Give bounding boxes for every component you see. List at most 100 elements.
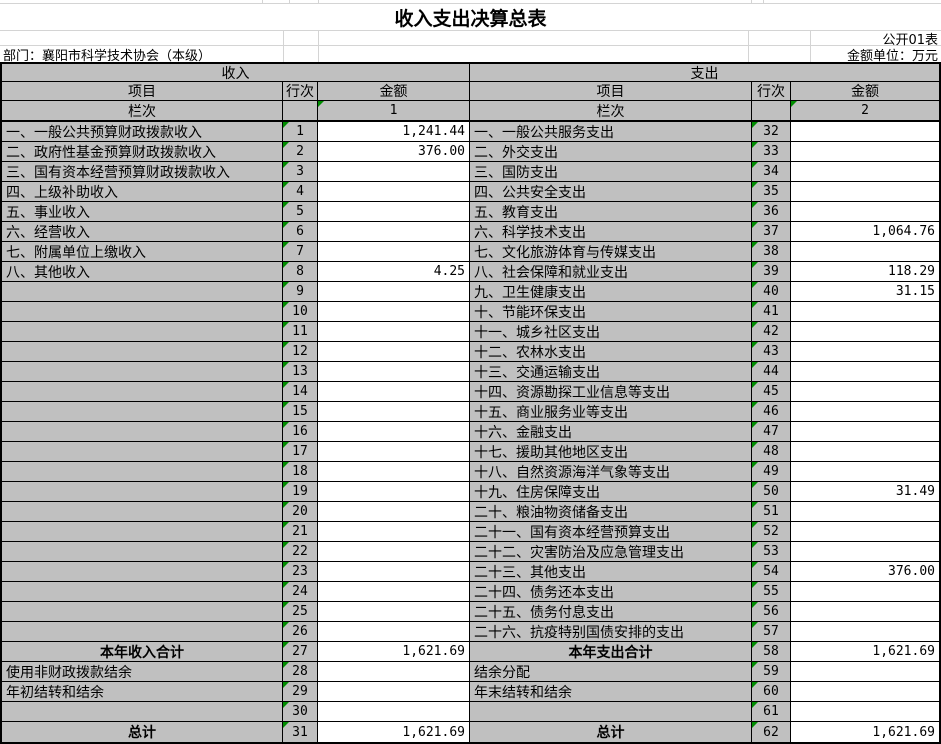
expenditure-item-cell[interactable]: 一、一般公共服务支出 <box>470 122 752 141</box>
expenditure-line-no-cell[interactable]: 60 <box>752 682 791 701</box>
income-amount-cell[interactable] <box>318 282 470 301</box>
expenditure-line-no-cell[interactable]: 34 <box>752 162 791 181</box>
expenditure-line-no-cell[interactable]: 58 <box>752 642 791 661</box>
expenditure-amount-cell[interactable] <box>791 302 939 321</box>
income-item-cell[interactable] <box>2 582 283 601</box>
income-amount-cell[interactable]: 1,621.69 <box>318 642 470 661</box>
income-amount-cell[interactable]: 4.25 <box>318 262 470 281</box>
expenditure-col-header-amount[interactable]: 金额 <box>791 82 939 100</box>
expenditure-line-no-cell[interactable]: 49 <box>752 462 791 481</box>
expenditure-line-no-cell[interactable]: 50 <box>752 482 791 501</box>
income-amount-cell[interactable] <box>318 402 470 421</box>
income-amount-cell[interactable]: 1,241.44 <box>318 122 470 141</box>
income-item-cell[interactable] <box>2 562 283 581</box>
expenditure-amount-cell[interactable] <box>791 702 939 721</box>
income-line-no-cell[interactable]: 29 <box>283 682 318 701</box>
expenditure-amount-cell[interactable] <box>791 422 939 441</box>
income-line-no-cell[interactable]: 11 <box>283 322 318 341</box>
income-lanci-line-cell[interactable] <box>283 101 318 120</box>
expenditure-line-no-cell[interactable]: 36 <box>752 202 791 221</box>
income-line-no-cell[interactable]: 19 <box>283 482 318 501</box>
income-amount-cell[interactable] <box>318 202 470 221</box>
income-amount-cell[interactable] <box>318 682 470 701</box>
income-item-cell[interactable] <box>2 382 283 401</box>
income-item-cell[interactable] <box>2 502 283 521</box>
expenditure-item-cell[interactable]: 二十五、债务付息支出 <box>470 602 752 621</box>
expenditure-amount-cell[interactable] <box>791 162 939 181</box>
expenditure-item-cell[interactable]: 八、社会保障和就业支出 <box>470 262 752 281</box>
income-amount-cell[interactable] <box>318 622 470 641</box>
income-amount-cell[interactable] <box>318 342 470 361</box>
expenditure-amount-cell[interactable]: 1,621.69 <box>872 724 935 740</box>
income-amount-cell[interactable] <box>318 442 470 461</box>
expenditure-item-cell[interactable]: 七、文化旅游体育与传媒支出 <box>470 242 752 261</box>
expenditure-line-no-cell[interactable]: 35 <box>752 182 791 201</box>
income-amount-cell[interactable] <box>318 542 470 561</box>
expenditure-item-cell[interactable]: 二十六、抗疫特别国债安排的支出 <box>470 622 752 641</box>
income-amount-cell[interactable] <box>318 322 470 341</box>
expenditure-item-cell[interactable]: 十二、农林水支出 <box>470 342 752 361</box>
income-item-cell[interactable] <box>2 282 283 301</box>
expenditure-amount-cell[interactable] <box>791 622 939 641</box>
expenditure-line-no-cell[interactable]: 39 <box>752 262 791 281</box>
income-line-no-cell[interactable]: 13 <box>283 362 318 381</box>
expenditure-item-cell[interactable]: 五、教育支出 <box>470 202 752 221</box>
income-line-no-cell[interactable]: 24 <box>283 582 318 601</box>
income-item-cell[interactable] <box>2 302 283 321</box>
income-amount-cell[interactable] <box>318 522 470 541</box>
expenditure-line-no-cell[interactable]: 48 <box>752 442 791 461</box>
income-col-header-amount[interactable]: 金额 <box>318 82 470 100</box>
income-item-cell[interactable] <box>2 482 283 501</box>
income-item-cell[interactable]: 四、上级补助收入 <box>2 182 283 201</box>
expenditure-amount-cell[interactable] <box>791 662 939 681</box>
expenditure-amount-cell[interactable]: 1,064.76 <box>872 224 935 239</box>
income-line-no-cell[interactable]: 1 <box>283 122 318 141</box>
income-col-header-item[interactable]: 项目 <box>2 82 283 100</box>
income-amount-cell[interactable] <box>318 362 470 381</box>
expenditure-amount-cell[interactable] <box>791 322 939 341</box>
income-lanci-label[interactable]: 栏次 <box>2 101 283 120</box>
expenditure-amount-cell[interactable] <box>791 542 939 561</box>
income-item-cell[interactable] <box>2 702 283 721</box>
income-line-no-cell[interactable]: 6 <box>283 222 318 241</box>
income-line-no-cell[interactable]: 20 <box>283 502 318 521</box>
expenditure-line-no-cell[interactable]: 37 <box>752 222 791 241</box>
income-item-cell[interactable] <box>2 322 283 341</box>
expenditure-line-no-cell[interactable]: 43 <box>752 342 791 361</box>
expenditure-item-cell[interactable]: 二十二、灾害防治及应急管理支出 <box>470 542 752 561</box>
income-item-cell[interactable]: 三、国有资本经营预算财政拨款收入 <box>2 162 283 181</box>
expenditure-amount-cell[interactable]: 1,621.69 <box>872 644 935 659</box>
expenditure-amount-cell[interactable] <box>791 522 939 541</box>
expenditure-item-cell[interactable]: 十七、援助其他地区支出 <box>470 442 752 461</box>
expenditure-item-cell[interactable]: 二十一、国有资本经营预算支出 <box>470 522 752 541</box>
expenditure-item-cell[interactable]: 十四、资源勘探工业信息等支出 <box>470 382 752 401</box>
expenditure-item-cell[interactable]: 总计 <box>470 722 752 742</box>
expenditure-line-no-cell[interactable]: 45 <box>752 382 791 401</box>
income-item-cell[interactable]: 二、政府性基金预算财政拨款收入 <box>2 142 283 161</box>
income-amount-cell[interactable] <box>318 162 470 181</box>
expenditure-line-no-cell[interactable]: 55 <box>752 582 791 601</box>
expenditure-col-header-item[interactable]: 项目 <box>470 82 752 100</box>
expenditure-item-cell[interactable]: 三、国防支出 <box>470 162 752 181</box>
income-item-cell[interactable]: 七、附属单位上缴收入 <box>2 242 283 261</box>
income-line-no-cell[interactable]: 10 <box>283 302 318 321</box>
expenditure-amount-cell[interactable] <box>791 442 939 461</box>
expenditure-line-no-cell[interactable]: 47 <box>752 422 791 441</box>
income-item-cell[interactable] <box>2 442 283 461</box>
income-line-no-cell[interactable]: 18 <box>283 462 318 481</box>
income-line-no-cell[interactable]: 2 <box>283 142 318 161</box>
expenditure-item-cell[interactable]: 十九、住房保障支出 <box>470 482 752 501</box>
income-line-no-cell[interactable]: 30 <box>283 702 318 721</box>
income-amount-cell[interactable] <box>318 502 470 521</box>
expenditure-amount-cell[interactable] <box>791 202 939 221</box>
expenditure-line-no-cell[interactable]: 41 <box>752 302 791 321</box>
expenditure-item-cell[interactable]: 二、外交支出 <box>470 142 752 161</box>
expenditure-amount-cell[interactable] <box>791 362 939 381</box>
income-amount-cell[interactable] <box>318 482 470 501</box>
expenditure-line-no-cell[interactable]: 59 <box>752 662 791 681</box>
expenditure-line-no-cell[interactable]: 38 <box>752 242 791 261</box>
income-line-no-cell[interactable]: 16 <box>283 422 318 441</box>
income-line-no-cell[interactable]: 9 <box>283 282 318 301</box>
expenditure-item-cell[interactable]: 十一、城乡社区支出 <box>470 322 752 341</box>
expenditure-line-no-cell[interactable]: 56 <box>752 602 791 621</box>
